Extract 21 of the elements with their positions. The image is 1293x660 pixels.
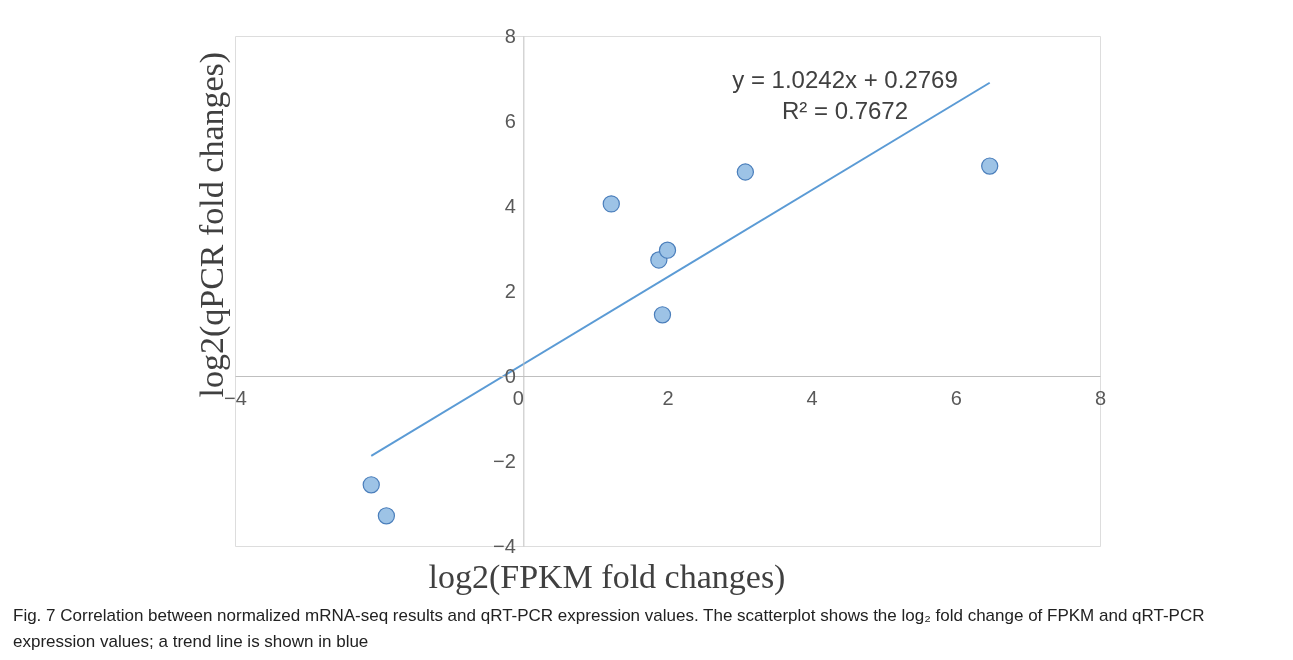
annotation: y = 1.0242x + 0.2769: [732, 66, 958, 93]
y-tick-label: 6: [504, 109, 516, 132]
point: [362, 476, 380, 494]
caption: Fig. 7 Correlation between normalized mRNA-seq results and qRT-PCR expression values. The scatterplot shows the log₂ fold change of FPKM and qRT-PCR expression values; a trend line is shown in blue: [13, 606, 1205, 651]
x-tick-label: 4: [806, 386, 818, 409]
x-axis-title: log2(FPKM fold changes): [428, 558, 786, 596]
point: [377, 507, 396, 525]
x-tick-label: 6: [950, 386, 962, 409]
y-tick-label: −2: [493, 449, 516, 472]
point: [653, 306, 672, 324]
y-tick-label: −4: [493, 534, 516, 557]
y-tick-label: 4: [504, 194, 516, 217]
point: [981, 157, 999, 175]
point: [736, 163, 755, 181]
x-tick-label: 2: [662, 386, 674, 409]
annotation: R² = 0.7672: [781, 97, 909, 124]
point: [658, 241, 677, 259]
y-tick-label: 2: [504, 279, 516, 302]
point: [602, 195, 620, 213]
y-tick-label: 8: [504, 24, 516, 47]
x-tick-label: 8: [1094, 386, 1107, 409]
